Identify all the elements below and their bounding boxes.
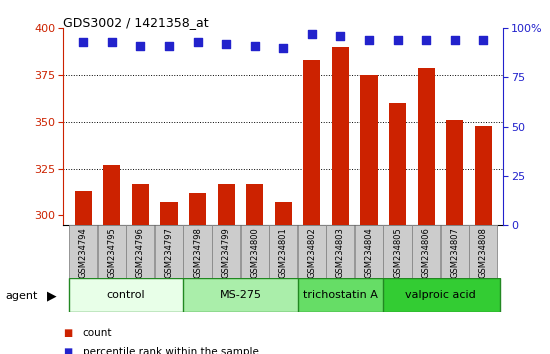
Bar — [184, 225, 212, 278]
Text: GSM234794: GSM234794 — [79, 227, 88, 278]
Bar — [446, 120, 463, 225]
Bar — [274, 202, 292, 225]
Bar — [240, 225, 269, 278]
Text: MS-275: MS-275 — [219, 290, 261, 300]
Bar — [69, 225, 97, 278]
Bar — [75, 191, 92, 225]
Point — [164, 43, 173, 49]
Text: percentile rank within the sample: percentile rank within the sample — [82, 347, 258, 354]
Point — [279, 45, 288, 51]
Text: GSM234802: GSM234802 — [307, 227, 316, 278]
Point — [336, 33, 345, 39]
Bar — [132, 184, 149, 225]
Text: GSM234801: GSM234801 — [279, 227, 288, 278]
Bar — [126, 225, 155, 278]
Text: GSM234804: GSM234804 — [365, 227, 373, 278]
Text: ■: ■ — [63, 347, 73, 354]
Point — [79, 39, 87, 45]
Point — [222, 41, 230, 47]
Text: ■: ■ — [63, 328, 73, 338]
Bar — [155, 225, 183, 278]
Text: GSM234806: GSM234806 — [422, 227, 431, 278]
Text: GSM234808: GSM234808 — [478, 227, 488, 278]
Bar — [475, 126, 492, 225]
Bar — [441, 225, 469, 278]
Bar — [161, 202, 178, 225]
Text: ▶: ▶ — [47, 289, 56, 302]
Text: GSM234807: GSM234807 — [450, 227, 459, 278]
Bar — [212, 225, 240, 278]
Bar — [246, 184, 263, 225]
Point — [136, 43, 145, 49]
Text: GSM234796: GSM234796 — [136, 227, 145, 278]
Bar — [332, 47, 349, 225]
Text: valproic acid: valproic acid — [405, 290, 476, 300]
Bar — [360, 75, 377, 225]
Bar — [98, 225, 126, 278]
Point — [450, 37, 459, 43]
Point — [107, 39, 116, 45]
Text: control: control — [107, 290, 145, 300]
Point — [393, 37, 402, 43]
Point — [250, 43, 259, 49]
Bar — [417, 68, 434, 225]
Text: GSM234805: GSM234805 — [393, 227, 402, 278]
Text: GSM234800: GSM234800 — [250, 227, 259, 278]
Bar — [189, 193, 206, 225]
Text: agent: agent — [6, 291, 38, 301]
Bar — [103, 165, 120, 225]
Text: GSM234797: GSM234797 — [164, 227, 173, 278]
Point — [307, 32, 316, 37]
Bar — [326, 225, 355, 278]
Bar — [383, 278, 499, 312]
Point — [479, 37, 488, 43]
Bar — [383, 225, 411, 278]
Bar — [469, 225, 497, 278]
Bar — [355, 225, 383, 278]
Bar — [69, 278, 185, 312]
Text: GSM234798: GSM234798 — [193, 227, 202, 278]
Bar — [389, 103, 406, 225]
Text: GSM234799: GSM234799 — [222, 227, 230, 278]
Bar — [303, 60, 321, 225]
Bar — [269, 225, 298, 278]
Text: trichostatin A: trichostatin A — [303, 290, 378, 300]
Text: count: count — [82, 328, 112, 338]
Text: GSM234803: GSM234803 — [336, 227, 345, 278]
Bar — [218, 184, 235, 225]
Text: GSM234795: GSM234795 — [107, 227, 116, 278]
Point — [365, 37, 373, 43]
Bar — [412, 225, 440, 278]
Point — [422, 37, 431, 43]
Bar — [298, 278, 384, 312]
Text: GDS3002 / 1421358_at: GDS3002 / 1421358_at — [63, 16, 209, 29]
Bar — [298, 225, 326, 278]
Point — [193, 39, 202, 45]
Bar — [184, 278, 300, 312]
